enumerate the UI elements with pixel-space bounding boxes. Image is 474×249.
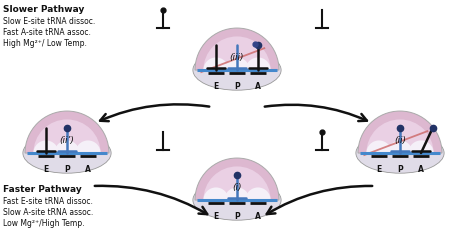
- Text: E: E: [213, 82, 219, 91]
- Ellipse shape: [23, 133, 111, 173]
- Ellipse shape: [356, 133, 444, 173]
- Text: P: P: [234, 212, 240, 221]
- Wedge shape: [358, 111, 442, 153]
- Text: A: A: [418, 165, 424, 174]
- Wedge shape: [33, 120, 100, 153]
- Wedge shape: [55, 140, 80, 153]
- Wedge shape: [224, 187, 250, 200]
- Ellipse shape: [193, 50, 281, 90]
- Text: (i): (i): [232, 183, 242, 192]
- Wedge shape: [387, 140, 412, 153]
- Wedge shape: [366, 140, 392, 153]
- Text: Slow E-site tRNA dissoc.: Slow E-site tRNA dissoc.: [3, 17, 95, 26]
- Wedge shape: [203, 187, 228, 200]
- Wedge shape: [203, 36, 271, 70]
- Text: A: A: [255, 82, 261, 91]
- Text: Fast A-site tRNA assoc.: Fast A-site tRNA assoc.: [3, 28, 91, 37]
- Wedge shape: [366, 120, 434, 153]
- Text: A: A: [255, 212, 261, 221]
- Text: Slower Pathway: Slower Pathway: [3, 5, 84, 14]
- Text: (ii’): (ii’): [60, 136, 74, 145]
- Wedge shape: [203, 58, 228, 70]
- Text: Low Mg²⁺/High Temp.: Low Mg²⁺/High Temp.: [3, 219, 84, 228]
- Wedge shape: [409, 140, 434, 153]
- Wedge shape: [195, 28, 279, 70]
- Text: E: E: [376, 165, 382, 174]
- Text: P: P: [64, 165, 70, 174]
- Text: E: E: [44, 165, 49, 174]
- Wedge shape: [33, 140, 59, 153]
- Wedge shape: [246, 187, 271, 200]
- Wedge shape: [203, 166, 271, 200]
- Text: A: A: [85, 165, 91, 174]
- Text: Slow A-site tRNA assoc.: Slow A-site tRNA assoc.: [3, 208, 93, 217]
- Text: P: P: [397, 165, 403, 174]
- Text: High Mg²⁺/ Low Temp.: High Mg²⁺/ Low Temp.: [3, 39, 87, 48]
- Wedge shape: [75, 140, 100, 153]
- Text: Faster Pathway: Faster Pathway: [3, 185, 82, 194]
- Text: P: P: [234, 82, 240, 91]
- Ellipse shape: [193, 180, 281, 220]
- Wedge shape: [25, 111, 109, 153]
- Text: (iii): (iii): [230, 53, 244, 62]
- Wedge shape: [195, 158, 279, 200]
- Text: (ii): (ii): [394, 136, 406, 145]
- Text: E: E: [213, 212, 219, 221]
- Wedge shape: [246, 58, 271, 70]
- Wedge shape: [224, 58, 250, 70]
- Text: Fast E-site tRNA dissoc.: Fast E-site tRNA dissoc.: [3, 197, 93, 206]
